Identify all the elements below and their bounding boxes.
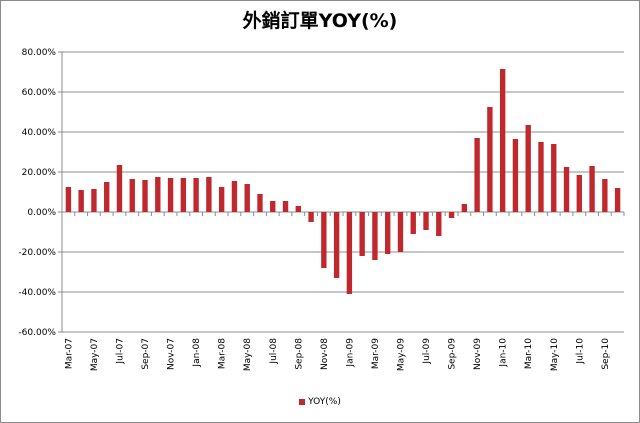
bar xyxy=(474,138,480,212)
y-tick-label: -40.00% xyxy=(18,288,56,298)
x-tick-label: Jan-08 xyxy=(192,338,202,368)
y-tick-label: -60.00% xyxy=(18,328,56,338)
y-tick-label: 20.00% xyxy=(22,168,57,178)
bar xyxy=(538,142,544,212)
bar xyxy=(448,212,455,218)
x-tick-label: Mar-10 xyxy=(524,338,534,369)
bar xyxy=(193,178,199,212)
bar xyxy=(295,206,301,212)
bar xyxy=(461,204,468,212)
bar xyxy=(512,139,519,212)
bar xyxy=(231,181,238,212)
chart-title: 外銷訂單YOY(%) xyxy=(242,10,398,32)
x-tick-label: Mar-07 xyxy=(64,338,74,369)
bar xyxy=(116,165,123,212)
bar xyxy=(563,167,570,212)
y-tick-label: 0.00% xyxy=(27,208,56,218)
bar xyxy=(78,190,84,212)
bar xyxy=(257,194,263,212)
x-tick-label: Jul-10 xyxy=(575,338,585,365)
x-tick-label: Nov-07 xyxy=(167,338,177,370)
legend-label: YOY(%) xyxy=(308,397,341,407)
y-tick-label: -20.00% xyxy=(18,248,56,258)
bar xyxy=(142,180,148,212)
bar xyxy=(206,177,212,212)
bar xyxy=(180,178,187,212)
y-tick-label: 60.00% xyxy=(22,88,57,98)
bar xyxy=(614,188,621,212)
bar xyxy=(576,175,582,212)
x-tick-label: Mar-08 xyxy=(218,338,228,369)
bar xyxy=(155,177,161,212)
x-tick-label: May-10 xyxy=(550,338,560,371)
bar xyxy=(282,201,289,212)
bar-layer xyxy=(65,69,621,294)
x-tick-label: Sep-10 xyxy=(601,338,611,370)
x-tick-label: Jul-09 xyxy=(422,338,432,365)
x-tick-label: May-08 xyxy=(243,338,253,371)
bar xyxy=(499,69,506,212)
x-tick-label: Mar-09 xyxy=(371,338,381,369)
x-tick-label: Sep-09 xyxy=(448,338,458,370)
bar xyxy=(270,201,276,212)
bar xyxy=(91,189,97,212)
bar xyxy=(218,187,225,212)
bar xyxy=(308,212,314,222)
x-tick-label: Jan-09 xyxy=(345,338,355,368)
bar xyxy=(385,212,391,254)
x-tick-labels: Mar-07 May-07 Jul-07 Sep-07 Nov-07 Jan-08 Mar-… xyxy=(64,338,610,371)
bar xyxy=(321,212,327,268)
bar xyxy=(423,212,429,230)
x-tick-label: Jul-08 xyxy=(269,338,279,365)
bar xyxy=(436,212,442,236)
bar xyxy=(346,212,353,294)
bar xyxy=(397,212,404,252)
bar xyxy=(589,166,595,212)
x-tick-label: Jan-10 xyxy=(499,338,509,368)
legend-swatch xyxy=(299,398,306,405)
y-tick-label: 80.00% xyxy=(22,48,57,58)
bar xyxy=(410,212,416,234)
x-tick-label: Nov-08 xyxy=(320,338,330,370)
bar xyxy=(244,184,250,212)
bar xyxy=(551,144,557,212)
x-tick-label: Jul-07 xyxy=(115,338,125,365)
y-tick-labels: 80.00% 60.00% 40.00% 20.00% 0.00% -20.00% -40.… xyxy=(18,48,56,338)
bar xyxy=(65,187,72,212)
bar xyxy=(104,182,110,212)
bar xyxy=(525,125,531,212)
x-tick-label: Sep-07 xyxy=(141,338,151,370)
bar xyxy=(333,212,340,278)
x-tick-label: May-07 xyxy=(90,338,100,371)
bar xyxy=(372,212,378,260)
bar xyxy=(359,212,365,256)
bar xyxy=(602,179,608,212)
legend: YOY(%) xyxy=(0,397,640,407)
x-tick-label: Nov-09 xyxy=(473,338,483,370)
x-tick-label: Sep-08 xyxy=(294,338,304,370)
x-tick-label: May-09 xyxy=(396,338,406,371)
y-tick-label: 40.00% xyxy=(22,128,57,138)
bar xyxy=(167,178,174,212)
bar xyxy=(129,179,135,212)
bar xyxy=(487,107,493,212)
